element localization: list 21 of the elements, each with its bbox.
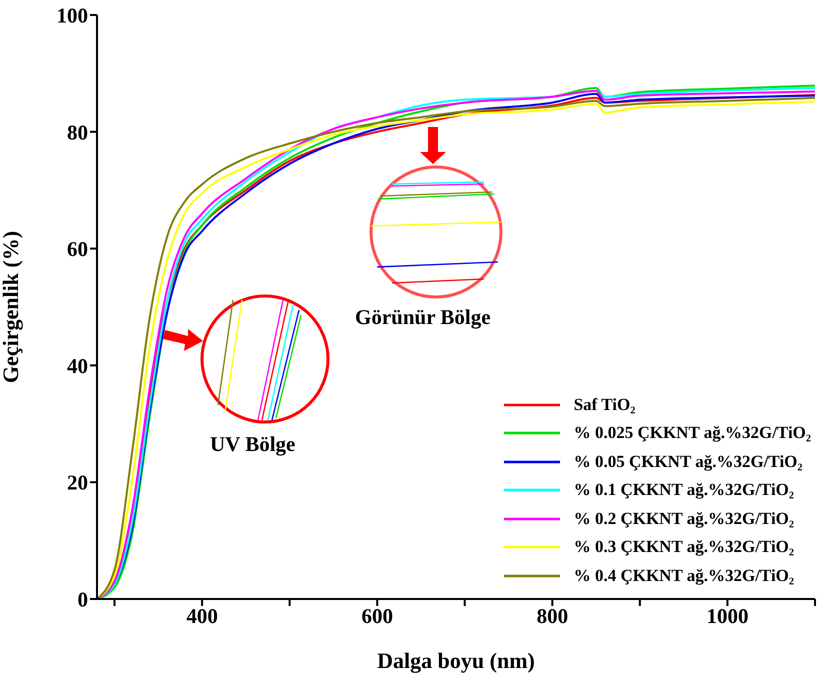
- x-tick-label: 600: [361, 604, 393, 628]
- annotation: Görünür Bölge: [355, 305, 491, 330]
- annotation: UV Bölge: [210, 432, 296, 457]
- legend-label: % 0.2 ÇKKNT ağ.%32G/TiO₂: [574, 508, 794, 530]
- legend-label: % 0.1 ÇKKNT ağ.%32G/TiO₂: [574, 479, 794, 501]
- y-tick-label: 20: [67, 470, 88, 495]
- legend-label: % 0.025 ÇKKNT ağ.%32G/TiO₂: [574, 422, 811, 444]
- y-tick-label: 60: [67, 237, 88, 262]
- y-tick-label: 0: [78, 587, 88, 612]
- legend-label: % 0.4 ÇKKNT ağ.%32G/TiO₂: [574, 564, 794, 587]
- y-tick-label: 40: [67, 354, 88, 378]
- x-tick-label: 1000: [706, 604, 748, 628]
- y-tick-label: 100: [56, 3, 88, 28]
- x-axis-title: Dalga boyu (nm): [377, 648, 535, 673]
- x-tick-label: 400: [186, 604, 218, 628]
- legend-label: % 0.3 ÇKKNT ağ.%32G/TiO₂: [574, 536, 794, 558]
- x-tick-label: 800: [536, 604, 568, 628]
- y-tick-label: 80: [67, 120, 88, 144]
- legend-label: Saf TiO₂: [574, 394, 636, 416]
- y-axis-title: Geçirgenlik (%): [0, 230, 23, 384]
- legend-label: % 0.05 ÇKKNT ağ.%32G/TiO₂: [574, 450, 802, 473]
